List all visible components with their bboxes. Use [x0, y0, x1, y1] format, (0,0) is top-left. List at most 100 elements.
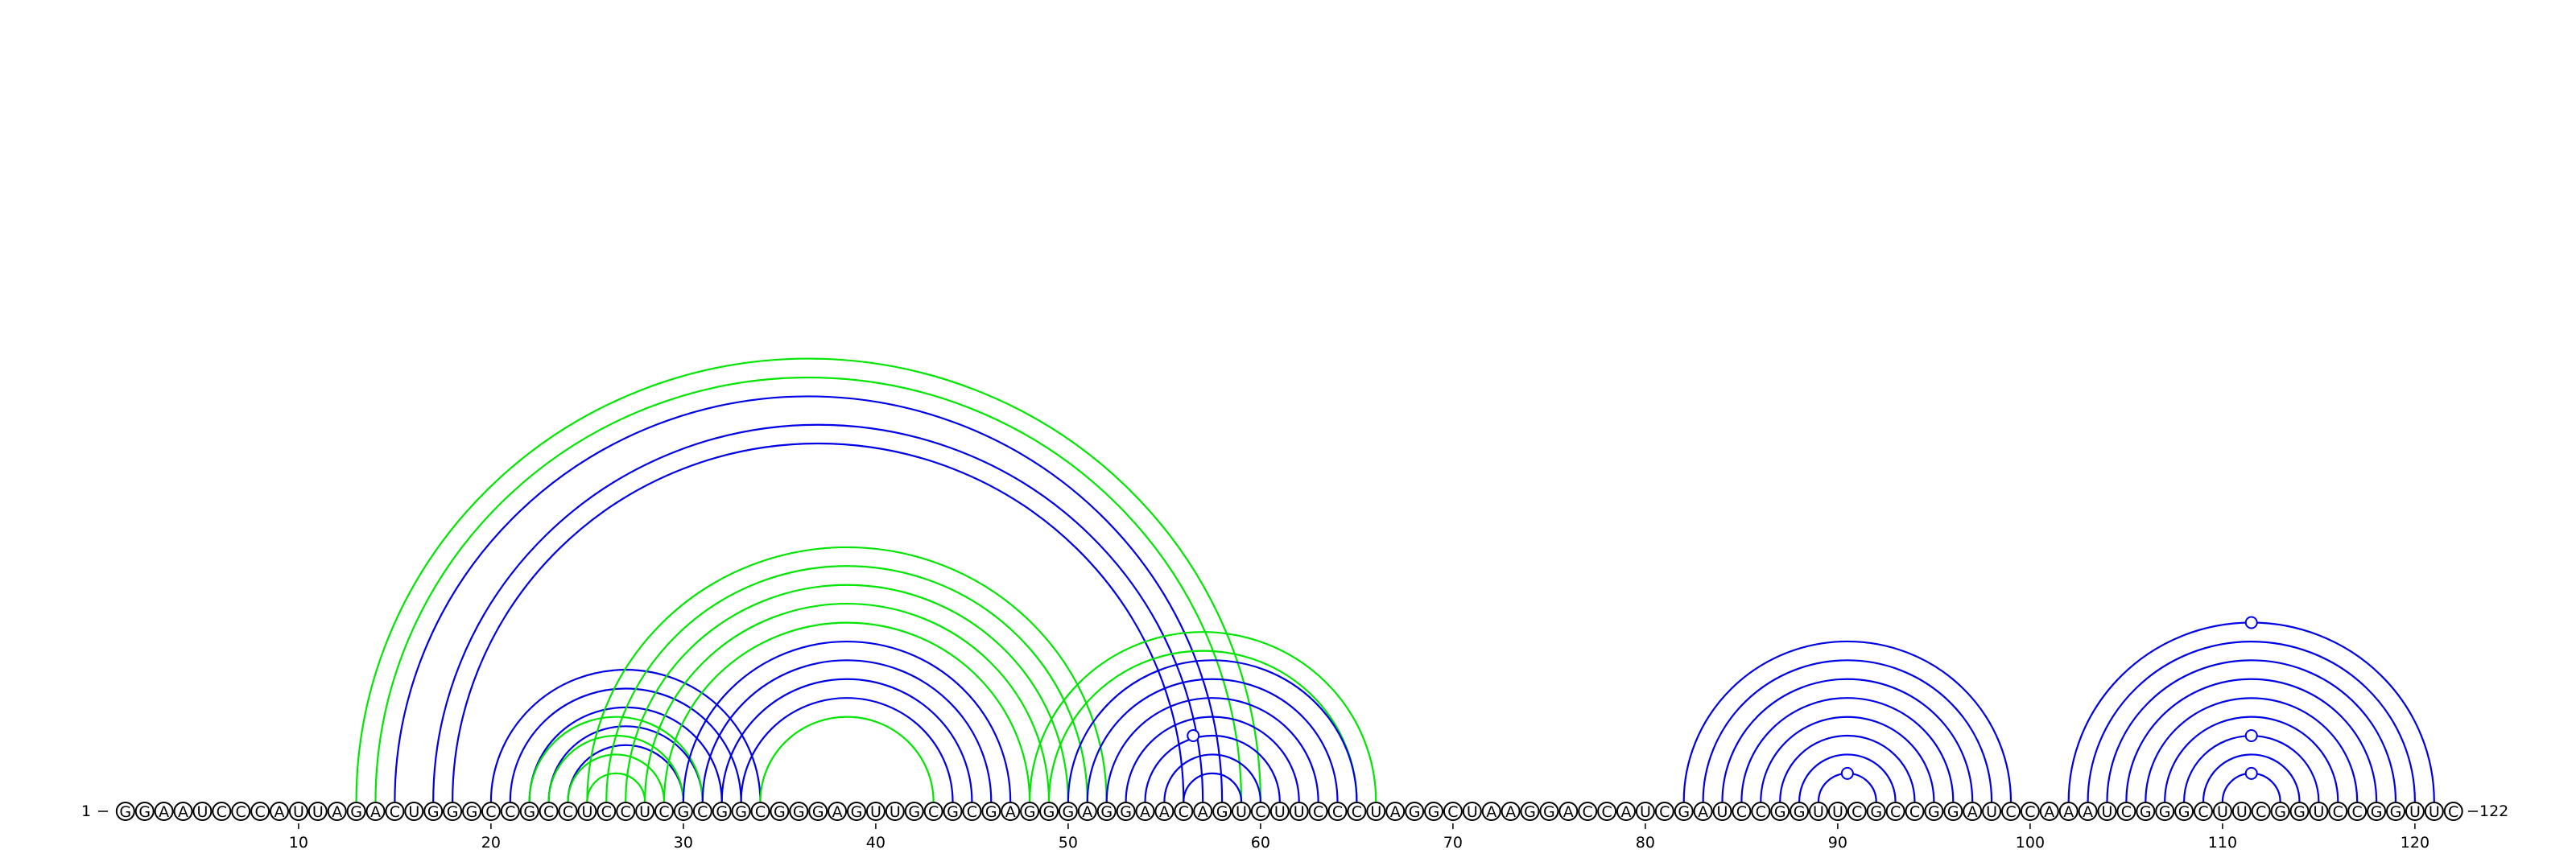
nucleotide-23: C: [543, 803, 554, 821]
nucleotide-7-circle: [231, 802, 251, 821]
arc-88-93: [1798, 753, 1897, 802]
nucleotide-49: G: [1043, 803, 1055, 821]
arc-51-64: [1086, 678, 1339, 802]
nucleotide-8-circle: [250, 802, 270, 821]
nucleotide-102-circle: [2058, 802, 2079, 821]
nucleotide-114-circle: [2289, 802, 2310, 821]
nucleotide-12-circle: [327, 802, 347, 821]
arc-49-65: [1047, 650, 1358, 802]
nucleotide-54: A: [1140, 803, 1150, 821]
arc-34-43: [759, 716, 935, 802]
nucleotide-12: A: [332, 803, 342, 821]
nucleotide-24-circle: [558, 802, 578, 821]
nucleotide-117: C: [2352, 803, 2363, 821]
nucleotide-40-circle: [865, 802, 886, 821]
nucleotide-32: G: [716, 803, 728, 821]
nucleotide-37-circle: [808, 802, 828, 821]
arc-107-116: [2164, 716, 2339, 802]
nucleotide-113: G: [2274, 803, 2286, 821]
nucleotide-46: G: [985, 803, 997, 821]
nucleotide-40: U: [870, 803, 881, 821]
nucleotide-17-circle: [423, 802, 444, 821]
nucleotide-108-circle: [2174, 802, 2194, 821]
nucleotide-7: C: [236, 803, 246, 821]
arc-21-33: [509, 687, 742, 802]
nucleotide-106: G: [2140, 803, 2152, 821]
arc-24-29: [567, 753, 666, 802]
nucleotide-5-circle: [192, 802, 213, 821]
nucleotide-100: C: [2025, 803, 2035, 821]
nucleotide-43: C: [928, 803, 939, 821]
nucleotide-26: C: [601, 803, 612, 821]
nucleotide-69-circle: [1424, 802, 1443, 821]
nucleotide-60: C: [1255, 803, 1265, 821]
nucleotide-26-circle: [597, 802, 617, 821]
nucleotide-83: A: [1698, 803, 1708, 821]
nucleotide-113-circle: [2270, 802, 2290, 821]
nucleotide-70: C: [1447, 803, 1458, 821]
nucleotide-104-circle: [2097, 802, 2117, 821]
nucleotide-45: C: [967, 803, 977, 821]
arc-26-51: [605, 565, 1088, 802]
nucleotide-53-circle: [1116, 802, 1136, 821]
arc-54-61: [1144, 735, 1281, 802]
nucleotide-68-circle: [1405, 802, 1425, 821]
nucleotide-4: A: [178, 803, 188, 821]
nucleotide-47: A: [1005, 803, 1016, 821]
nucleotide-38: A: [832, 803, 843, 821]
arc-25-28: [586, 772, 646, 802]
nucleotide-120-circle: [2405, 802, 2425, 821]
nucleotide-61: U: [1274, 803, 1286, 821]
nucleotide-48-circle: [1020, 802, 1040, 821]
nucleotide-56: C: [1179, 803, 1189, 821]
nucleotide-89: U: [1813, 803, 1824, 821]
nucleotide-108: G: [2178, 803, 2190, 821]
nucleotide-41: U: [890, 803, 901, 821]
nucleotide-106-circle: [2136, 802, 2156, 821]
nucleotide-96-circle: [1943, 802, 1963, 821]
arc-31-46: [701, 659, 993, 802]
nucleotide-44-circle: [943, 802, 963, 821]
arc-86-95: [1760, 716, 1935, 802]
arc-33-44: [740, 697, 954, 802]
nucleotide-69: G: [1428, 803, 1440, 821]
pair-marker-108-115: [2244, 729, 2258, 743]
arc-17-57: [432, 423, 1204, 802]
nucleotide-11-circle: [308, 802, 328, 821]
nucleotide-31-circle: [692, 802, 712, 821]
nucleotide-73-circle: [1501, 802, 1521, 821]
nucleotide-29-circle: [654, 802, 674, 821]
nucleotide-25-circle: [577, 802, 597, 821]
arc-106-117: [2145, 697, 2359, 802]
nucleotide-71-circle: [1462, 802, 1482, 821]
nucleotide-5: U: [196, 803, 208, 821]
pair-marker-89-92: [1840, 766, 1854, 780]
nucleotide-67: A: [1390, 803, 1401, 821]
nucleotide-27-circle: [616, 802, 636, 821]
arc-53-62: [1125, 716, 1300, 802]
nucleotide-36-circle: [789, 802, 809, 821]
end-label: 122: [2479, 802, 2508, 820]
nucleotide-98-circle: [1982, 802, 2002, 821]
nucleotide-93: C: [1890, 803, 1901, 821]
nucleotide-10-circle: [288, 802, 308, 821]
nucleotide-33-circle: [731, 802, 751, 821]
nucleotide-111: U: [2236, 803, 2248, 821]
nucleotide-15-circle: [385, 802, 405, 821]
nucleotide-93-circle: [1885, 802, 1905, 821]
arc-30-47: [682, 640, 1012, 802]
arc-27-50: [625, 584, 1069, 802]
nucleotide-82: G: [1678, 803, 1690, 821]
nucleotide-114: G: [2293, 803, 2306, 821]
nucleotide-55: A: [1159, 803, 1170, 821]
nucleotide-6: C: [217, 803, 227, 821]
tick-label-20: 20: [481, 834, 501, 852]
arc-109-114: [2202, 753, 2301, 802]
nucleotide-76: A: [1563, 803, 1574, 821]
arc-28-49: [644, 602, 1051, 802]
nucleotide-72-circle: [1481, 802, 1501, 821]
nucleotide-63: C: [1313, 803, 1323, 821]
nucleotide-74: G: [1524, 803, 1536, 821]
nucleotide-91: C: [1852, 803, 1862, 821]
